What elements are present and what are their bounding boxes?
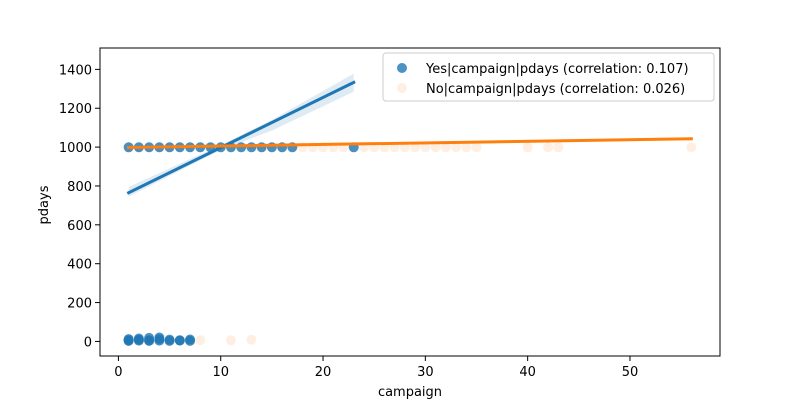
scatter-point (164, 334, 175, 345)
scatter-point (123, 334, 134, 345)
scatter-point (440, 142, 451, 153)
scatter-point (420, 142, 431, 153)
scatter-point (144, 332, 155, 343)
y-tick-label: 600 (67, 219, 92, 234)
scatter-point (246, 334, 257, 345)
legend: Yes|campaign|pdays (correlation: 0.107) N… (382, 52, 715, 102)
y-tick-label: 0 (84, 335, 92, 350)
confidence-band (128, 73, 354, 197)
legend-box (382, 52, 715, 102)
axes-frame (99, 47, 721, 357)
scatter-point (185, 335, 196, 346)
x-tick-label: 50 (622, 365, 639, 380)
scatter-point (225, 335, 236, 346)
scatter-point (410, 142, 421, 153)
scatter-point (246, 142, 257, 153)
legend-label: Yes|campaign|pdays (correlation: 0.107) (425, 62, 689, 77)
y-tick-label: 1000 (59, 141, 92, 156)
scatter-point (451, 142, 462, 153)
scatter-point (154, 332, 165, 343)
regression-line (126, 80, 356, 195)
scatter-point (133, 333, 144, 344)
scatter-point (522, 142, 533, 153)
x-tick-label: 20 (315, 365, 332, 380)
scatter-point (174, 335, 185, 346)
scatter-point (256, 142, 267, 153)
y-tick-label: 200 (67, 297, 92, 312)
y-axis-title: pdays (37, 185, 52, 224)
scatter-point (399, 142, 410, 153)
scatter-point (236, 142, 247, 153)
y-tick-label: 400 (67, 258, 92, 273)
scatter-point (686, 142, 697, 153)
x-tick-label: 30 (417, 365, 434, 380)
x-axis-title: campaign (378, 385, 442, 400)
x-tick-label: 0 (114, 365, 122, 380)
x-tick-label: 10 (212, 365, 229, 380)
scatter-point (195, 335, 206, 346)
y-tick-label: 1200 (59, 102, 92, 117)
scatter-point (543, 142, 554, 153)
y-tick-label: 800 (67, 180, 92, 195)
legend-label: No|campaign|pdays (correlation: 0.026) (426, 82, 685, 97)
legend-marker (397, 63, 407, 73)
scatter-point (553, 142, 564, 153)
axes: 0 10 20 30 40 50 0 200 400 600 800 1000 1200 1400 (59, 47, 721, 380)
scatter-point (430, 142, 441, 153)
x-tick-label: 40 (519, 365, 536, 380)
regression-line (127, 137, 693, 150)
plot-area (123, 73, 697, 346)
y-tick-label: 1400 (59, 63, 92, 78)
legend-marker (397, 83, 407, 93)
scatter-point (461, 142, 472, 153)
scatter-point (471, 142, 482, 153)
plot-inner (123, 73, 697, 346)
